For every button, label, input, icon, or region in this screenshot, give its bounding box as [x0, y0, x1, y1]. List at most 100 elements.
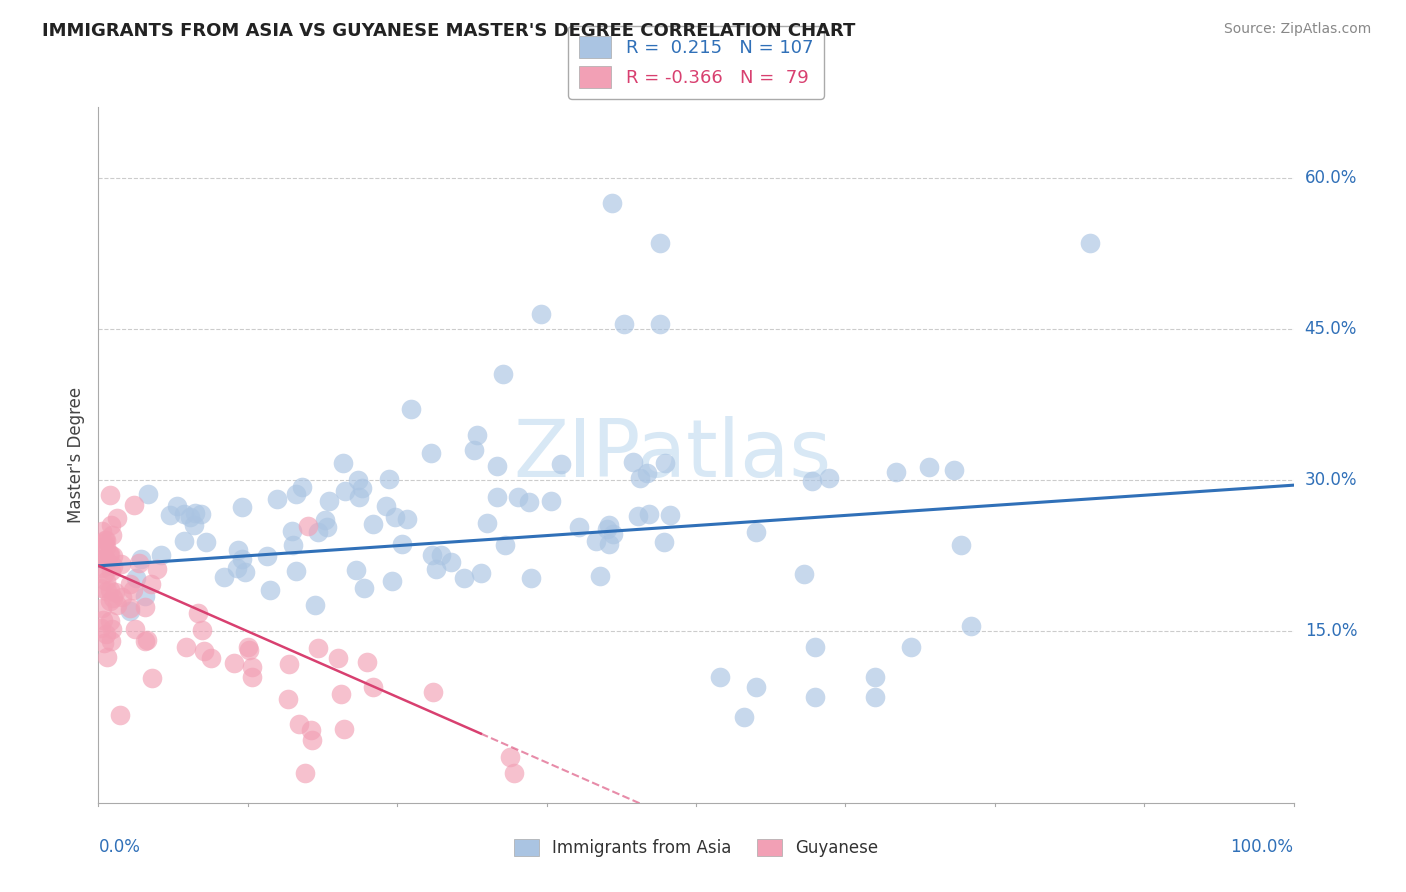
Point [347, 473, 370, 487]
Point [395, 512, 418, 526]
Point [486, 459, 509, 474]
Point [179, 510, 201, 524]
Point [602, 195, 624, 210]
Point [124, 622, 146, 636]
Point [105, 510, 128, 524]
Point [918, 460, 941, 475]
Point [240, 659, 263, 673]
Point [124, 499, 146, 513]
Point [585, 534, 607, 549]
Point [453, 571, 475, 585]
Point [654, 456, 676, 470]
Point [125, 571, 148, 585]
Point [659, 508, 682, 523]
Point [304, 598, 326, 612]
Point [89, 541, 111, 555]
Point [93, 536, 115, 550]
Point [363, 516, 385, 531]
Point [420, 548, 443, 562]
Point [277, 691, 299, 706]
Point [134, 589, 156, 603]
Point [613, 317, 636, 331]
Point [425, 562, 447, 576]
Point [900, 640, 922, 654]
Point [598, 537, 620, 551]
Point [200, 651, 222, 665]
Point [485, 490, 508, 504]
Point [195, 534, 218, 549]
Point [502, 765, 524, 780]
Legend: Immigrants from Asia, Guyanese: Immigrants from Asia, Guyanese [508, 832, 884, 864]
Point [804, 640, 827, 654]
Point [637, 507, 659, 521]
Point [361, 681, 384, 695]
Point [226, 561, 249, 575]
Point [173, 508, 195, 522]
Point [284, 487, 307, 501]
Point [506, 491, 529, 505]
Point [136, 487, 159, 501]
Point [94, 540, 117, 554]
Point [173, 534, 195, 549]
Point [335, 483, 357, 498]
Point [90, 621, 112, 635]
Y-axis label: Master's Degree: Master's Degree [66, 387, 84, 523]
Point [281, 538, 304, 552]
Point [530, 307, 553, 321]
Point [291, 480, 314, 494]
Point [420, 446, 443, 460]
Point [349, 490, 371, 504]
Point [384, 510, 406, 524]
Point [190, 507, 212, 521]
Point [98, 488, 122, 502]
Point [602, 526, 624, 541]
Point [183, 518, 205, 533]
Point [648, 317, 672, 331]
Text: 60.0%: 60.0% [1305, 169, 1357, 186]
Point [93, 636, 115, 650]
Point [350, 481, 373, 495]
Point [499, 749, 522, 764]
Point [636, 467, 658, 481]
Point [297, 518, 319, 533]
Point [111, 591, 134, 605]
Point [256, 549, 278, 563]
Point [745, 680, 768, 694]
Point [793, 567, 815, 582]
Point [520, 571, 543, 585]
Point [91, 561, 114, 575]
Point [353, 581, 375, 595]
Point [494, 538, 516, 552]
Point [332, 456, 354, 470]
Point [356, 655, 378, 669]
Point [193, 644, 215, 658]
Point [96, 649, 118, 664]
Point [98, 615, 121, 629]
Text: 100.0%: 100.0% [1230, 838, 1294, 855]
Point [98, 582, 121, 597]
Point [96, 574, 118, 589]
Point [139, 577, 162, 591]
Point [381, 574, 404, 588]
Point [626, 508, 648, 523]
Point [1080, 236, 1102, 251]
Point [91, 613, 114, 627]
Point [281, 524, 304, 539]
Point [183, 506, 205, 520]
Point [589, 569, 612, 583]
Point [146, 562, 169, 576]
Point [470, 566, 492, 580]
Text: Source: ZipAtlas.com: Source: ZipAtlas.com [1223, 22, 1371, 37]
Point [277, 657, 299, 671]
Point [519, 495, 541, 509]
Text: ZIPatlas: ZIPatlas [513, 416, 831, 494]
Point [98, 594, 121, 608]
Point [98, 547, 121, 561]
Point [333, 722, 356, 736]
Point [242, 670, 264, 684]
Point [375, 499, 398, 513]
Point [285, 564, 308, 578]
Text: 0.0%: 0.0% [98, 838, 141, 855]
Point [652, 535, 675, 549]
Point [96, 583, 118, 598]
